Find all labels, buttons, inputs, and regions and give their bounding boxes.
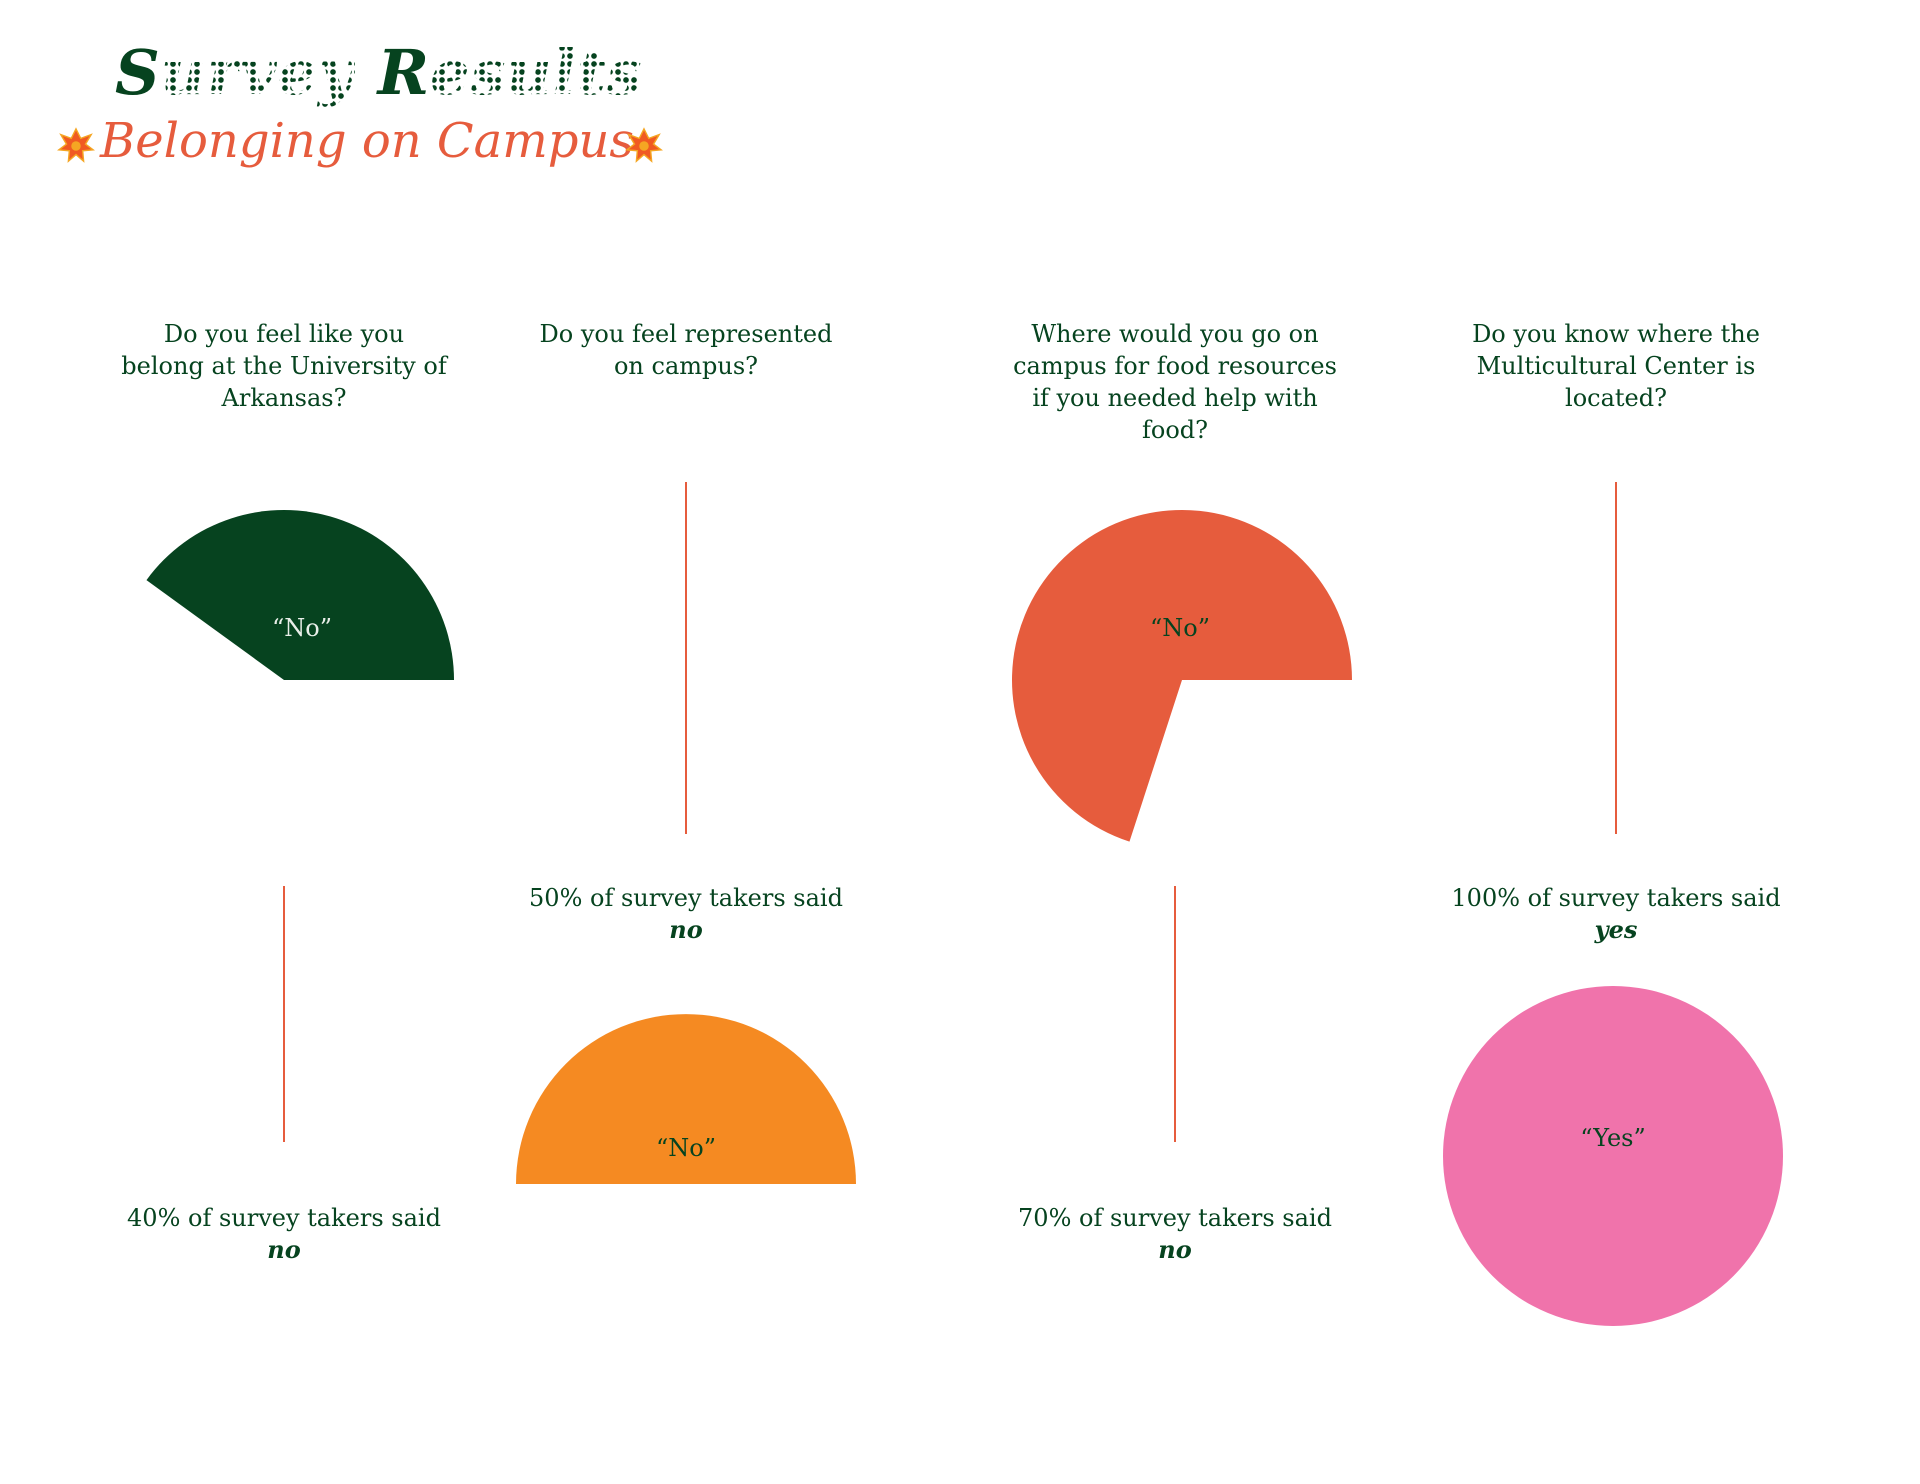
- result-1: 40% of survey takers said no: [119, 1202, 449, 1266]
- slice-label-1: “No”: [272, 614, 332, 642]
- connector-line-3: [1174, 886, 1176, 1142]
- title-word-urvey: urvey: [160, 36, 356, 109]
- page-subtitle: Belonging on Campus: [100, 113, 635, 169]
- result-3-text: 70% of survey takers said: [1018, 1204, 1332, 1232]
- connector-line-2: [685, 482, 687, 834]
- flower-right-icon: [625, 127, 663, 163]
- question-1: Do you feel like you belong at the Unive…: [121, 320, 447, 412]
- page-title: Survey Results: [115, 36, 643, 109]
- pie-chart-3: “No”: [1012, 510, 1352, 842]
- result-1-text: 40% of survey takers said: [127, 1204, 441, 1232]
- title-initial-r: R: [377, 36, 431, 109]
- question-4: Do you know where the Multicultural Cent…: [1472, 320, 1760, 412]
- question-3: Where would you go on campus for food re…: [1013, 320, 1337, 444]
- slice-label-4: “Yes”: [1580, 1124, 1645, 1152]
- pie-slice-3: [1012, 510, 1352, 842]
- connector-line-4: [1615, 482, 1617, 834]
- result-1-answer: no: [267, 1235, 301, 1264]
- pie-chart-4: “Yes”: [1443, 986, 1783, 1326]
- slice-label-3: “No”: [1150, 614, 1210, 642]
- question-2: Do you feel represented on campus?: [539, 320, 833, 380]
- flower-left-icon: [57, 127, 95, 163]
- result-4-answer: yes: [1594, 915, 1638, 944]
- result-3: 70% of survey takers said no: [1010, 1202, 1340, 1266]
- result-3-answer: no: [1158, 1235, 1192, 1264]
- title-block: Survey Results Belonging on Campus: [55, 30, 695, 180]
- pie-slice-1: [146, 510, 455, 680]
- result-2: 50% of survey takers said no: [521, 882, 851, 946]
- pie-chart-1: “No”: [146, 510, 455, 680]
- result-4: 100% of survey takers said yes: [1451, 882, 1781, 946]
- pie-slice-4: [1443, 986, 1783, 1326]
- result-4-text: 100% of survey takers said: [1451, 884, 1781, 912]
- title-word-esults: esults: [430, 36, 643, 109]
- title-initial-s: S: [115, 36, 161, 109]
- connector-line-1: [283, 886, 285, 1142]
- pie-slice-2: [516, 1014, 856, 1184]
- pie-chart-2: “No”: [516, 1014, 856, 1184]
- result-2-text: 50% of survey takers said: [529, 884, 843, 912]
- slice-label-2: “No”: [656, 1134, 716, 1162]
- result-2-answer: no: [669, 915, 703, 944]
